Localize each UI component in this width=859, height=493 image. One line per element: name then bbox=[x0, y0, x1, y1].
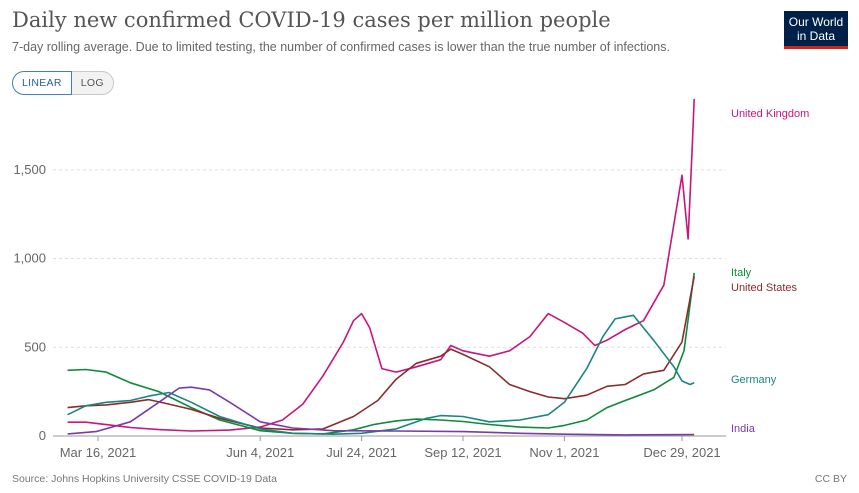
series-label-united-kingdom: United Kingdom bbox=[731, 108, 809, 120]
y-tick-label: 1,500 bbox=[13, 162, 46, 177]
logo-line-1: Our World bbox=[788, 15, 844, 29]
x-tick-label: Nov 1, 2021 bbox=[529, 445, 599, 460]
x-tick-label: Sep 12, 2021 bbox=[424, 445, 501, 460]
series-line-united-states bbox=[67, 276, 695, 431]
series-label-italy: Italy bbox=[731, 267, 752, 279]
series-label-india: India bbox=[731, 423, 756, 435]
logo-line-2: in Data bbox=[796, 29, 836, 43]
owid-logo[interactable]: Our World in Data bbox=[784, 11, 848, 49]
series-label-germany: Germany bbox=[731, 374, 777, 386]
series-line-united-kingdom bbox=[67, 98, 695, 432]
x-tick-label: Dec 29, 2021 bbox=[643, 445, 720, 460]
y-tick-label: 500 bbox=[24, 339, 46, 354]
y-tick-label: 0 bbox=[39, 428, 46, 443]
log-scale-button[interactable]: LOG bbox=[71, 71, 114, 95]
source-note[interactable]: Source: Johns Hopkins University CSSE CO… bbox=[12, 473, 277, 485]
series-line-india bbox=[67, 386, 695, 436]
chart-title: Daily new confirmed COVID-19 cases per m… bbox=[12, 8, 611, 32]
y-tick-label: 1,000 bbox=[13, 251, 46, 266]
scale-toggle: LINEAR LOG bbox=[12, 71, 114, 95]
linear-scale-button[interactable]: LINEAR bbox=[12, 71, 72, 95]
chart-subtitle: 7-day rolling average. Due to limited te… bbox=[12, 40, 670, 54]
series-label-united-states: United States bbox=[731, 282, 798, 294]
x-tick-label: Jun 4, 2021 bbox=[226, 445, 294, 460]
series-line-germany bbox=[67, 314, 695, 435]
license-label[interactable]: CC BY bbox=[814, 473, 847, 485]
x-tick-label: Jul 24, 2021 bbox=[326, 445, 397, 460]
x-tick-label: Mar 16, 2021 bbox=[60, 445, 137, 460]
series-line-italy bbox=[67, 272, 695, 435]
